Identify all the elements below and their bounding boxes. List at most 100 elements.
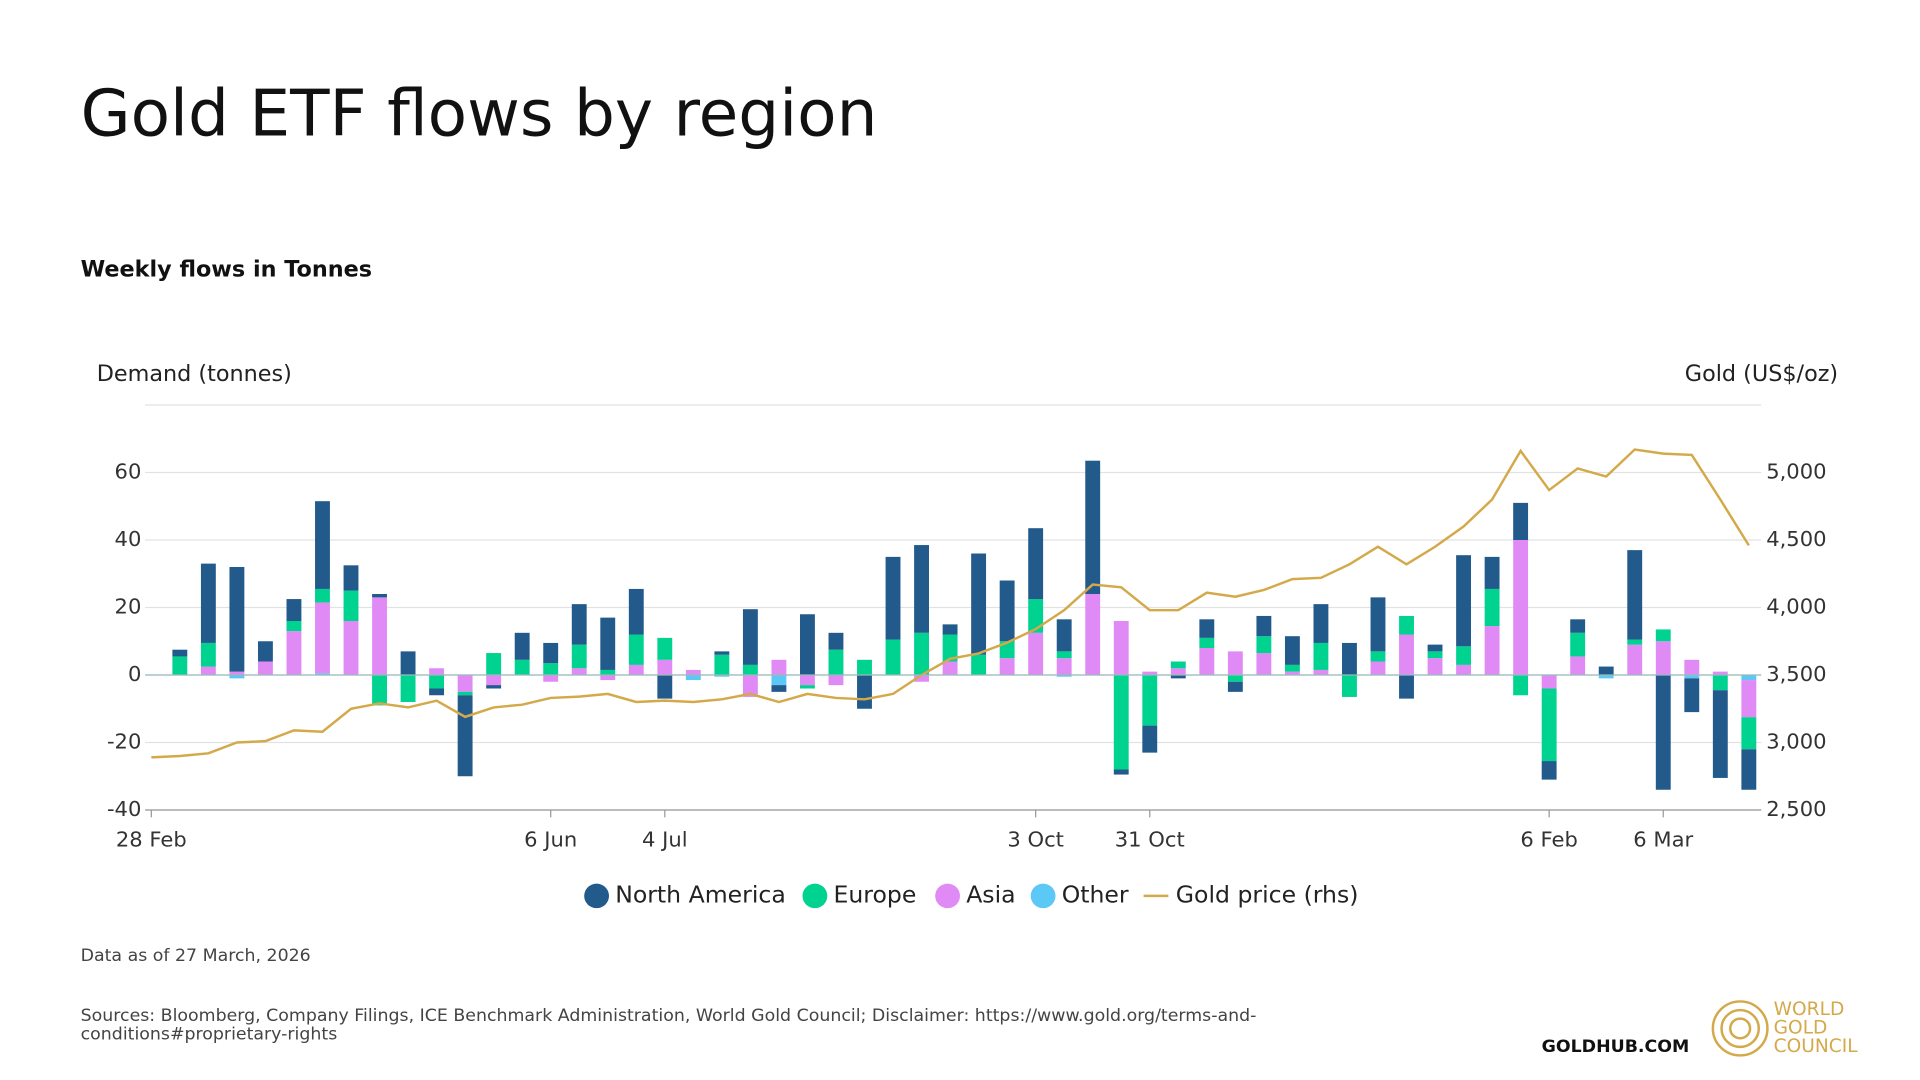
bar-segment [486, 675, 502, 686]
bar-segment [885, 639, 901, 675]
bar-segment [1427, 651, 1443, 659]
legend: North America Europe Asia Other Gold price (… [584, 880, 1358, 908]
legend-label: Asia [966, 880, 1015, 908]
bar-segment [1684, 678, 1700, 713]
bar-segment [571, 668, 587, 675]
bar-segment [257, 641, 273, 662]
bar-segment [914, 632, 929, 675]
chart-subtitle: Weekly flows in Tonnes [81, 257, 372, 283]
bar-segment [1741, 749, 1757, 790]
bar-segment [628, 664, 644, 675]
legend-label: North America [615, 880, 786, 908]
bar-segment [343, 621, 359, 675]
bar-segment [771, 659, 787, 675]
bar-segment [1655, 675, 1671, 790]
y-tick-label: -40 [107, 797, 141, 821]
bar-segment [372, 675, 387, 706]
bar-segment [828, 632, 844, 650]
y2-tick-label: 3,500 [1766, 662, 1826, 686]
chart-title: Gold ETF flows by region [81, 77, 878, 152]
bar-segment [429, 688, 445, 696]
bar-segment [486, 685, 502, 689]
bar-segment [286, 621, 302, 632]
logo: WORLD GOLD COUNCIL [1711, 999, 1859, 1057]
bar-segment [714, 651, 730, 655]
bar-segment [857, 659, 872, 675]
bar-segment [514, 659, 530, 675]
bar-segment [1484, 588, 1500, 627]
bar-segment [1342, 642, 1357, 675]
bar-segment [600, 669, 616, 675]
bar-segment [685, 675, 701, 681]
bar-segment [971, 553, 987, 655]
bar-segment [800, 614, 815, 675]
bar-segment [543, 642, 559, 664]
legend-swatch [935, 883, 960, 909]
bar-segment [315, 588, 330, 603]
bar-segment [914, 545, 929, 633]
bar-segment [657, 659, 673, 675]
bar-segment [1627, 639, 1643, 645]
bar-segment [372, 597, 387, 675]
x-tick-label: 4 Jul [642, 828, 688, 852]
bar-segment [1028, 528, 1044, 600]
bar-segment [657, 637, 673, 660]
bar-segment [999, 580, 1015, 642]
bar-segment [1456, 555, 1472, 647]
y2-tick-label: 4,500 [1766, 527, 1826, 551]
legend-label: Other [1062, 880, 1129, 908]
y2-tick-label: 3,000 [1766, 730, 1826, 754]
bar-segment [1085, 460, 1101, 594]
legend-swatch [1030, 883, 1056, 909]
bar-segment [1741, 680, 1757, 718]
legend-swatch [802, 883, 828, 909]
site-link[interactable]: GOLDHUB.COM [1542, 1037, 1690, 1057]
bar-segment [1284, 636, 1300, 665]
bar-segment [999, 658, 1015, 675]
source-box: Sources: Bloomberg, Company Filings, ICE… [80, 1007, 1257, 1045]
bar-segment [1056, 675, 1072, 677]
bar-segment [1741, 675, 1757, 681]
bar-segment [1399, 634, 1414, 675]
logo-text: COUNCIL [1774, 1036, 1859, 1057]
bar-segment [1028, 599, 1044, 633]
legend-label: Gold price (rhs) [1176, 880, 1359, 908]
bar-segment [1513, 502, 1529, 540]
source: Sources: Bloomberg, Company Filings, ICE… [80, 1007, 1257, 1045]
bar-segment [1142, 675, 1158, 726]
bar-segment [1570, 656, 1586, 675]
bar-segment [1484, 626, 1500, 675]
bar-segment [457, 695, 473, 777]
bar-segment [857, 675, 872, 709]
bar-segment [1313, 604, 1329, 643]
bar-segment [543, 663, 559, 675]
bar-segment [1227, 681, 1243, 692]
bar-segment [172, 656, 188, 675]
y-tick-label: -20 [107, 730, 141, 754]
bar-segment [685, 669, 701, 675]
logo-ring [1728, 1017, 1752, 1040]
bar-segment [714, 654, 730, 675]
y2-tick-label: 2,500 [1766, 797, 1826, 821]
bar-segment [1056, 651, 1072, 659]
bar-segment [1170, 661, 1186, 669]
bar-segment [1655, 641, 1671, 675]
bar-segment [1113, 675, 1129, 770]
logo-text: WORLD [1774, 999, 1845, 1020]
bar-segment [1598, 675, 1614, 679]
bar-segment [1284, 664, 1300, 672]
bar-segment [800, 685, 815, 689]
bar-segment [771, 675, 787, 686]
y-tick-label: 0 [128, 662, 141, 686]
bar-segment [429, 675, 445, 689]
bar-segment [657, 675, 673, 699]
bar-segment [1199, 619, 1215, 638]
logo-text: GOLD [1774, 1018, 1828, 1039]
bar-segment [1655, 629, 1671, 642]
bar-segment [1370, 597, 1386, 652]
bar-segment [1712, 671, 1728, 675]
bar-segment [942, 661, 958, 675]
bar-segment [1028, 632, 1044, 675]
bar-segment [628, 634, 644, 665]
